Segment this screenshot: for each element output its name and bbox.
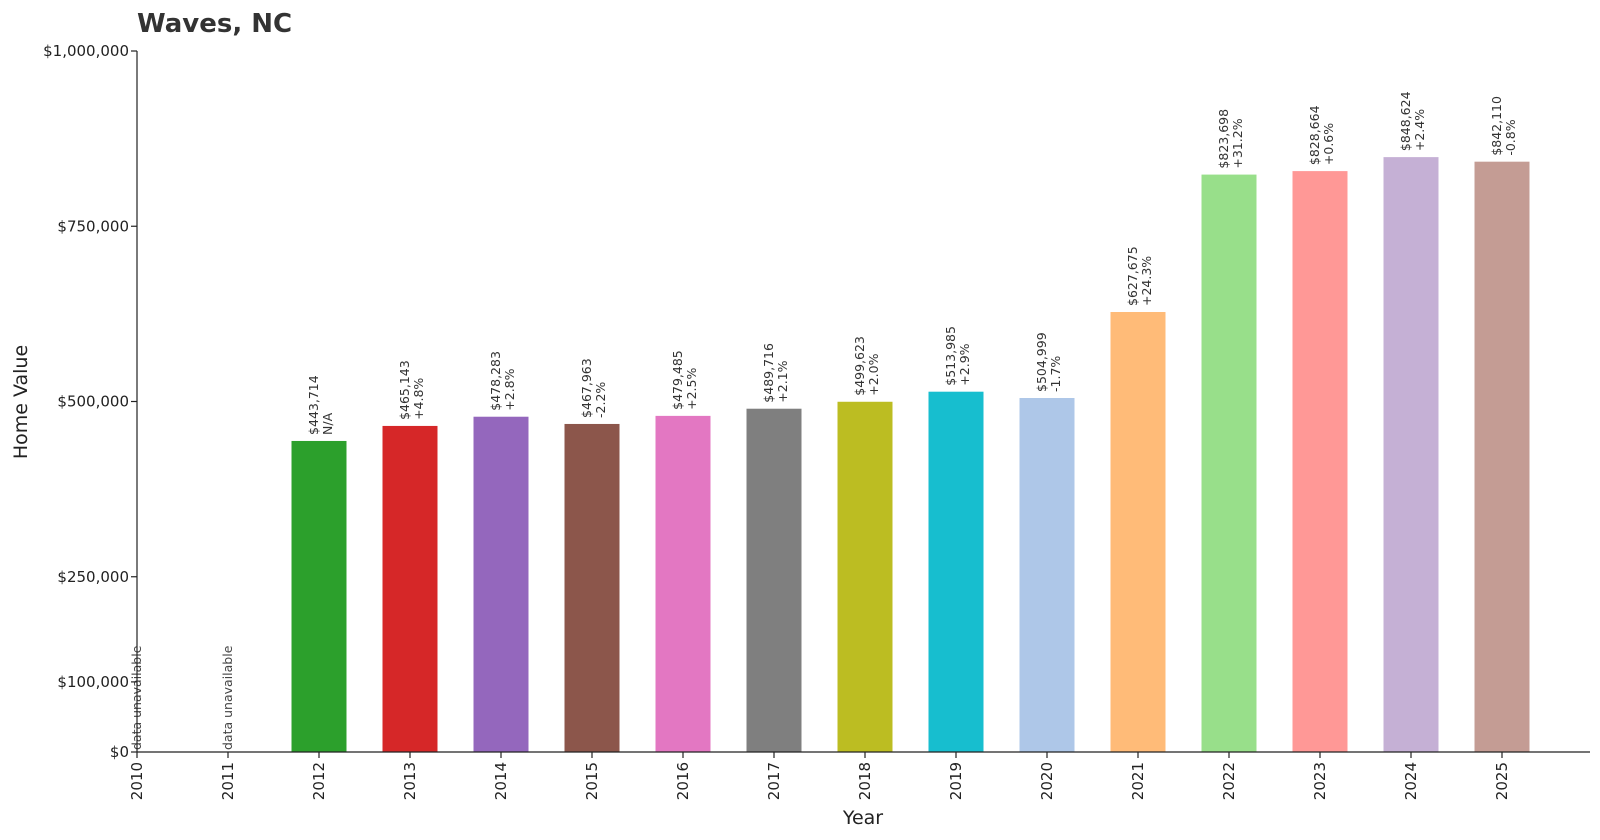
bar-value-label: $465,143 — [397, 360, 412, 420]
bar-value-label: $479,485 — [670, 350, 685, 410]
bar — [382, 425, 438, 752]
chart-title: Waves, NC — [137, 9, 292, 39]
bar-value-label: $823,698 — [1216, 109, 1231, 169]
bar-value-label: $489,716 — [761, 343, 776, 403]
bar-change-label: +24.3% — [1139, 256, 1154, 306]
y-tick-label: $750,000 — [57, 217, 129, 235]
x-tick-label: 2025 — [1493, 762, 1511, 800]
bar-change-label: +2.8% — [502, 368, 517, 410]
bar — [473, 416, 529, 752]
bar-change-label: +2.1% — [775, 360, 790, 402]
x-tick-label: 2024 — [1402, 762, 1420, 800]
bar — [564, 423, 620, 752]
bar — [837, 401, 893, 752]
x-axis-label: Year — [842, 807, 883, 829]
y-tick-label: $1,000,000 — [43, 42, 129, 60]
x-tick-label: 2013 — [401, 762, 419, 800]
bar-value-label: $828,664 — [1307, 105, 1322, 165]
bar-change-label: +31.2% — [1230, 118, 1245, 168]
bar — [1383, 157, 1439, 753]
y-tick-label: $100,000 — [57, 673, 129, 691]
x-tick-label: 2023 — [1311, 762, 1329, 800]
bar-value-label: $467,963 — [579, 358, 594, 418]
bar — [1474, 161, 1530, 752]
bar — [1292, 171, 1348, 752]
bar-value-label: $443,714 — [306, 375, 321, 435]
bar-change-label: +2.0% — [866, 353, 881, 395]
bar — [1110, 311, 1166, 752]
x-tick-label: 2011 — [219, 762, 237, 800]
x-tick-label: 2012 — [310, 762, 328, 800]
bar-change-label: +0.6% — [1321, 123, 1336, 165]
bar — [746, 408, 802, 752]
x-tick-label: 2019 — [947, 762, 965, 800]
bar — [1201, 174, 1257, 752]
y-tick-label: $250,000 — [57, 568, 129, 586]
bar-value-label: $504,999 — [1034, 332, 1049, 392]
bar-value-label: $627,675 — [1125, 246, 1140, 306]
bar-value-label: $842,110 — [1489, 96, 1504, 156]
bar-change-label: +2.4% — [1412, 109, 1427, 151]
x-tick-label: 2022 — [1220, 762, 1238, 800]
x-tick-label: 2020 — [1038, 762, 1056, 800]
x-tick-label: 2017 — [765, 762, 783, 800]
bar-value-label: $848,624 — [1398, 91, 1413, 151]
bar — [928, 391, 984, 752]
bar-value-label: $499,623 — [852, 336, 867, 396]
bar-change-label: +2.5% — [684, 368, 699, 410]
x-tick-label: 2015 — [583, 762, 601, 800]
x-tick-label: 2010 — [128, 762, 146, 800]
bar-change-label: +4.8% — [411, 378, 426, 420]
bar — [1019, 397, 1075, 752]
x-tick-label: 2016 — [674, 762, 692, 800]
bar — [655, 415, 711, 752]
bar-value-label: $513,985 — [943, 326, 958, 386]
y-tick-label: $500,000 — [57, 393, 129, 411]
y-tick-label: $0 — [110, 743, 129, 761]
bar — [291, 440, 347, 752]
bar-value-label: $478,283 — [488, 351, 503, 411]
bar-change-label: -1.7% — [1048, 356, 1063, 392]
y-axis-label: Home Value — [10, 345, 32, 459]
x-tick-label: 2018 — [856, 762, 874, 800]
bar-change-label: -2.2% — [593, 382, 608, 418]
bar-change-label: +2.9% — [957, 343, 972, 385]
x-tick-label: 2014 — [492, 762, 510, 800]
x-tick-label: 2021 — [1129, 762, 1147, 800]
bar-change-label: -0.8% — [1503, 119, 1518, 155]
bar-change-label: N/A — [320, 412, 335, 435]
data-unavailable-label: data unavailable — [220, 645, 235, 750]
